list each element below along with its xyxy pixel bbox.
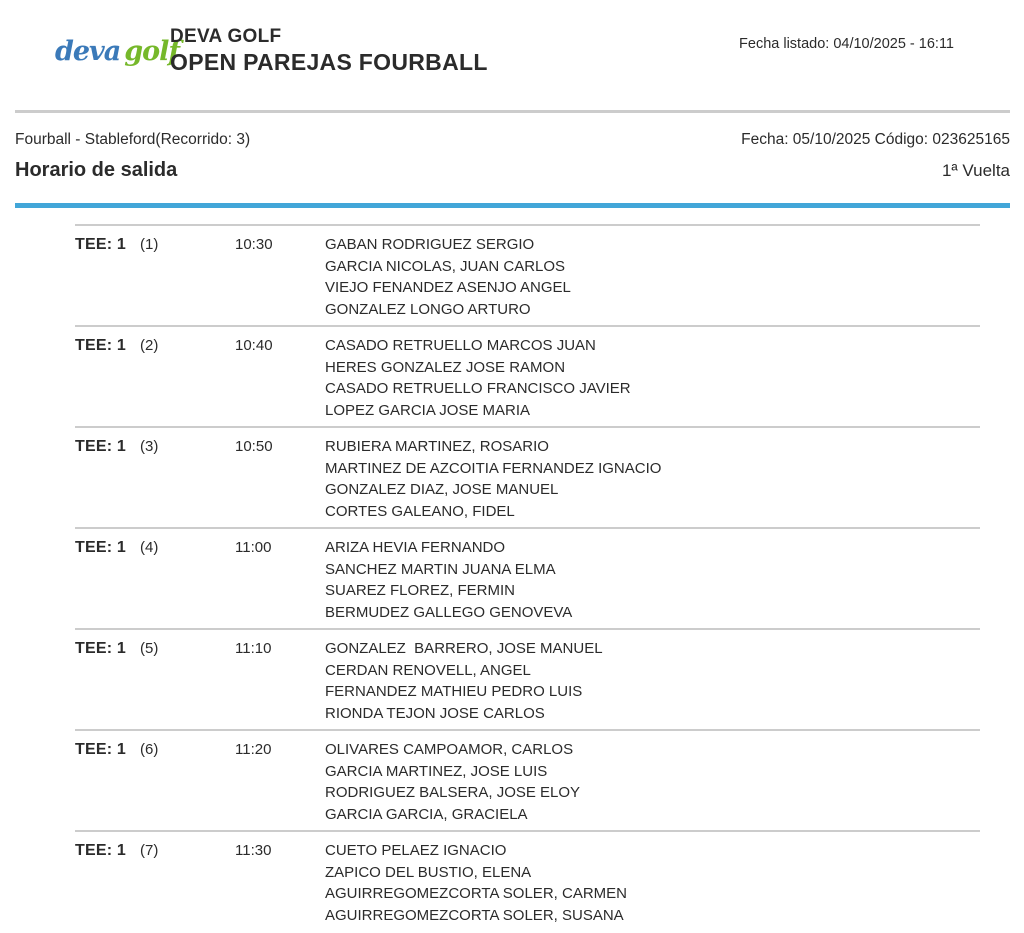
competition-format: Fourball - Stableford(Recorrido: 3): [15, 131, 251, 148]
tee-label: TEE: 1: [75, 842, 126, 859]
tee-group-row: TEE: 1 (2) 10:40 CASADO RETRUELLO MARCOS…: [75, 325, 980, 426]
tee-group-row: TEE: 1 (1) 10:30 GABAN RODRIGUEZ SERGIO G…: [75, 224, 980, 325]
section-title: Horario de salida: [15, 159, 178, 181]
group-number: (5): [140, 640, 159, 657]
player-name: FERNANDEZ MATHIEU PEDRO LUIS: [325, 683, 583, 700]
player-name: GARCIA MARTINEZ, JOSE LUIS: [325, 762, 548, 780]
player-name: CUETO PELAEZ IGNACIO: [325, 842, 507, 859]
players-list: RUBIERA MARTINEZ, ROSARIO MARTINEZ DE AZC…: [325, 436, 980, 522]
players-list: CUETO PELAEZ IGNACIO ZAPICO DEL BUSTIO, E…: [325, 840, 980, 926]
logo-deva-text: deva: [55, 36, 121, 67]
player-name: CASADO RETRUELLO MARCOS JUAN: [325, 337, 596, 354]
player-name: SUAREZ FLOREZ, FERMIN: [325, 582, 516, 599]
competition-date-code: Fecha: 05/10/2025 Código: 023625165: [741, 131, 1010, 148]
player-name: GONZALEZ BARRERO, JOSE MANUEL: [325, 640, 603, 657]
player-name: VIEJO FENANDEZ ASENJO ANGEL: [325, 279, 571, 296]
club-name: DEVA GOLF: [170, 26, 282, 47]
logo-golf-text: golf: [124, 36, 180, 67]
group-number: (7): [140, 842, 159, 859]
players-list: ARIZA HEVIA FERNANDO SANCHEZ MARTIN JUANA…: [325, 537, 980, 623]
group-number: (6): [140, 741, 159, 758]
players-list: CASADO RETRUELLO MARCOS JUAN HERES GONZAL…: [325, 335, 980, 421]
player-name: BERMUDEZ GALLEGO GENOVEVA: [325, 603, 573, 621]
group-number: (4): [140, 539, 159, 556]
group-number: (2): [140, 337, 159, 354]
event-title: OPEN PAREJAS FOURBALL: [170, 49, 488, 75]
player-name: GARCIA NICOLAS, JUAN CARLOS: [325, 257, 566, 275]
header-divider: [15, 110, 1010, 113]
player-name: GABAN RODRIGUEZ SERGIO: [325, 236, 535, 253]
player-name: CORTES GALEANO, FIDEL: [325, 502, 515, 520]
player-name: RIONDA TEJON JOSE CARLOS: [325, 704, 545, 722]
player-name: RODRIGUEZ BALSERA, JOSE ELOY: [325, 784, 581, 801]
player-name: OLIVARES CAMPOAMOR, CARLOS: [325, 741, 574, 758]
tee-schedule: TEE: 1 (1) 10:30 GABAN RODRIGUEZ SERGIO G…: [75, 224, 980, 931]
players-list: OLIVARES CAMPOAMOR, CARLOS GARCIA MARTINE…: [325, 739, 980, 825]
players-list: GABAN RODRIGUEZ SERGIO GARCIA NICOLAS, JU…: [325, 234, 980, 320]
player-name: SANCHEZ MARTIN JUANA ELMA: [325, 560, 556, 578]
tee-label: TEE: 1: [75, 741, 126, 758]
tee-time: 10:50: [235, 438, 273, 455]
tee-label: TEE: 1: [75, 236, 126, 253]
tee-label: TEE: 1: [75, 640, 126, 657]
player-name: CASADO RETRUELLO FRANCISCO JAVIER: [325, 380, 631, 397]
tee-group-row: TEE: 1 (3) 10:50 RUBIERA MARTINEZ, ROSAR…: [75, 426, 980, 527]
tee-time: 11:10: [235, 640, 272, 657]
tee-group-row: TEE: 1 (5) 11:10 GONZALEZ BARRERO, JOSE …: [75, 628, 980, 729]
player-name: CERDAN RENOVELL, ANGEL: [325, 661, 531, 679]
player-name: AGUIRREGOMEZCORTA SOLER, CARMEN: [325, 885, 627, 902]
tee-label: TEE: 1: [75, 337, 126, 354]
accent-divider: [15, 203, 1010, 208]
player-name: ZAPICO DEL BUSTIO, ELENA: [325, 863, 532, 881]
tee-time: 11:00: [235, 539, 272, 556]
tee-time: 11:20: [235, 741, 272, 758]
player-name: GONZALEZ LONGO ARTURO: [325, 300, 531, 318]
players-list: GONZALEZ BARRERO, JOSE MANUEL CERDAN RENO…: [325, 638, 980, 724]
tee-time: 10:30: [235, 236, 273, 253]
group-number: (3): [140, 438, 159, 455]
tee-group-row: TEE: 1 (6) 11:20 OLIVARES CAMPOAMOR, CAR…: [75, 729, 980, 830]
listing-date: Fecha listado: 04/10/2025 - 16:11: [739, 36, 954, 52]
player-name: AGUIRREGOMEZCORTA SOLER, SUSANA: [325, 906, 624, 924]
player-name: MARTINEZ DE AZCOITIA FERNANDEZ IGNACIO: [325, 459, 662, 477]
tee-time: 11:30: [235, 842, 272, 859]
player-name: RUBIERA MARTINEZ, ROSARIO: [325, 438, 549, 455]
player-name: GONZALEZ DIAZ, JOSE MANUEL: [325, 481, 559, 498]
deva-golf-logo: deva golf: [55, 36, 180, 67]
tee-group-row: TEE: 1 (4) 11:00 ARIZA HEVIA FERNANDO SAN…: [75, 527, 980, 628]
player-name: GARCIA GARCIA, GRACIELA: [325, 805, 528, 823]
round-label: 1ª Vuelta: [941, 161, 1010, 180]
player-name: HERES GONZALEZ JOSE RAMON: [325, 358, 566, 376]
player-name: LOPEZ GARCIA JOSE MARIA: [325, 401, 531, 419]
tee-group-row: TEE: 1 (7) 11:30 CUETO PELAEZ IGNACIO ZAP…: [75, 830, 980, 931]
tee-label: TEE: 1: [75, 539, 126, 556]
tee-time: 10:40: [235, 337, 273, 354]
tee-label: TEE: 1: [75, 438, 126, 455]
group-number: (1): [140, 236, 159, 253]
player-name: ARIZA HEVIA FERNANDO: [325, 539, 506, 556]
